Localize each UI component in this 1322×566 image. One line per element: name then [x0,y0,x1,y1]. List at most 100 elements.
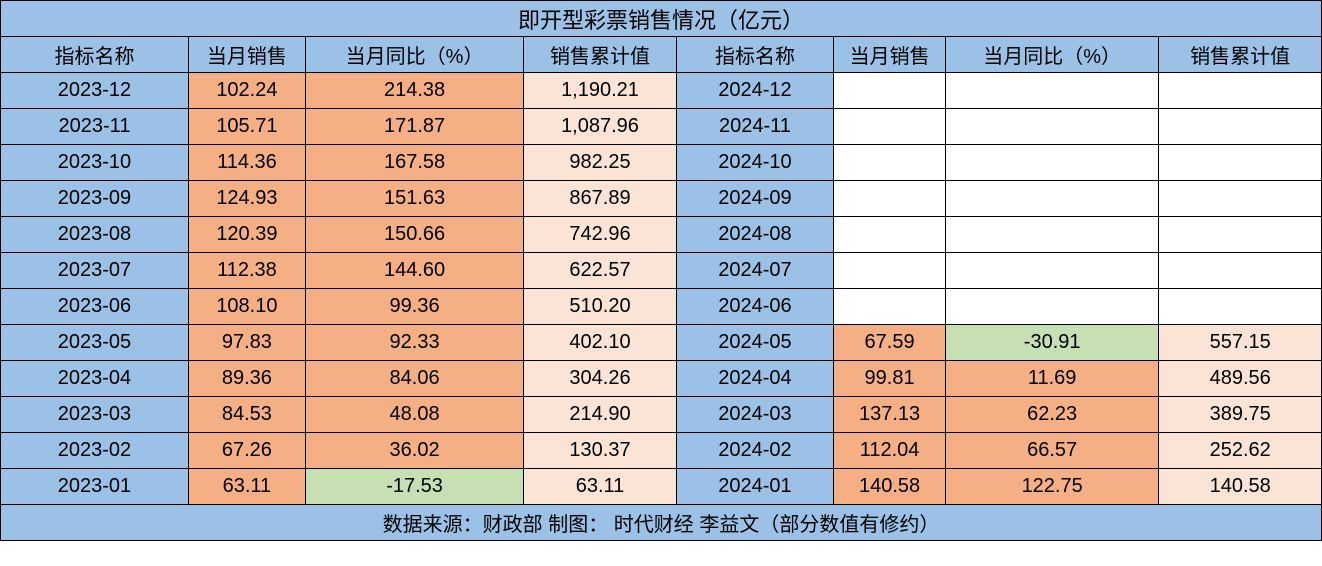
table-cell: 89.36 [188,361,305,397]
table-cell: 92.33 [305,325,523,361]
table-cell [945,145,1158,181]
table-cell [945,181,1158,217]
table-row: 2023-0597.8392.33402.102024-0567.59-30.9… [1,325,1322,361]
table-cell: 140.58 [834,469,946,505]
table-row: 2023-0384.5348.08214.902024-03137.1362.2… [1,397,1322,433]
table-cell: 122.75 [945,469,1158,505]
table-cell: 2024-08 [676,217,834,253]
table-title: 即开型彩票销售情况（亿元） [1,1,1322,37]
header-cell: 当月同比（%） [945,37,1158,73]
table-cell: 62.23 [945,397,1158,433]
table-cell: 2023-06 [1,289,189,325]
table-cell: 2024-07 [676,253,834,289]
table-cell: 2024-04 [676,361,834,397]
table-row: 2023-07112.38144.60622.572024-07 [1,253,1322,289]
table-cell [945,73,1158,109]
table-row: 2023-0163.11-17.5363.112024-01140.58122.… [1,469,1322,505]
table-cell [834,145,946,181]
footer-row: 数据来源：财政部 制图： 时代财经 李益文（部分数值有修约） [1,505,1322,541]
table-cell: 171.87 [305,109,523,145]
table-cell: 2023-10 [1,145,189,181]
table-cell: 2024-03 [676,397,834,433]
table-cell: 2024-09 [676,181,834,217]
header-cell: 指标名称 [676,37,834,73]
table-body: 即开型彩票销售情况（亿元） 指标名称 当月销售 当月同比（%） 销售累计值 指标… [1,1,1322,541]
table-cell [1159,253,1322,289]
table-cell: 63.11 [188,469,305,505]
table-cell: 84.53 [188,397,305,433]
table-cell [834,289,946,325]
table-cell [1159,145,1322,181]
table-cell: 2024-01 [676,469,834,505]
table-cell: 2024-12 [676,73,834,109]
header-cell: 销售累计值 [524,37,676,73]
table-cell: 150.66 [305,217,523,253]
table-cell [1159,181,1322,217]
table-cell [1159,217,1322,253]
table-cell: 99.81 [834,361,946,397]
table-cell: 510.20 [524,289,676,325]
table-cell [834,109,946,145]
header-row: 指标名称 当月销售 当月同比（%） 销售累计值 指标名称 当月销售 当月同比（%… [1,37,1322,73]
header-cell: 当月同比（%） [305,37,523,73]
table-cell: 622.57 [524,253,676,289]
table-container: 即开型彩票销售情况（亿元） 指标名称 当月销售 当月同比（%） 销售累计值 指标… [0,0,1322,541]
table-cell [945,109,1158,145]
table-cell: 140.58 [1159,469,1322,505]
table-row: 2023-10114.36167.58982.252024-10 [1,145,1322,181]
table-cell: 252.62 [1159,433,1322,469]
table-cell: 84.06 [305,361,523,397]
table-cell: 124.93 [188,181,305,217]
table-cell: 2023-04 [1,361,189,397]
table-cell: 120.39 [188,217,305,253]
table-cell: 982.25 [524,145,676,181]
table-cell: 114.36 [188,145,305,181]
table-cell: 304.26 [524,361,676,397]
table-cell [834,253,946,289]
sales-table: 即开型彩票销售情况（亿元） 指标名称 当月销售 当月同比（%） 销售累计值 指标… [0,0,1322,541]
table-cell: 108.10 [188,289,305,325]
table-cell [1159,109,1322,145]
table-cell: 36.02 [305,433,523,469]
table-cell: 2024-06 [676,289,834,325]
table-cell: 167.58 [305,145,523,181]
table-cell: 2023-08 [1,217,189,253]
table-row: 2023-11105.71171.871,087.962024-11 [1,109,1322,145]
table-cell: 1,087.96 [524,109,676,145]
table-cell [945,289,1158,325]
table-cell: 867.89 [524,181,676,217]
table-cell: 137.13 [834,397,946,433]
table-cell: 2023-01 [1,469,189,505]
table-footer: 数据来源：财政部 制图： 时代财经 李益文（部分数值有修约） [1,505,1322,541]
table-cell: 2023-02 [1,433,189,469]
table-cell: 402.10 [524,325,676,361]
table-cell: 112.38 [188,253,305,289]
table-cell: 11.69 [945,361,1158,397]
table-cell: 67.26 [188,433,305,469]
table-cell: 144.60 [305,253,523,289]
table-cell: 130.37 [524,433,676,469]
table-row: 2023-06108.1099.36510.202024-06 [1,289,1322,325]
table-cell [834,181,946,217]
table-cell: 2023-03 [1,397,189,433]
table-cell: 2023-05 [1,325,189,361]
table-row: 2023-12102.24214.381,190.212024-12 [1,73,1322,109]
table-cell: 2024-05 [676,325,834,361]
table-cell: 102.24 [188,73,305,109]
table-cell: -30.91 [945,325,1158,361]
table-row: 2023-08120.39150.66742.962024-08 [1,217,1322,253]
table-cell: -17.53 [305,469,523,505]
table-row: 2023-0267.2636.02130.372024-02112.0466.5… [1,433,1322,469]
table-cell: 2024-11 [676,109,834,145]
table-row: 2023-0489.3684.06304.262024-0499.8111.69… [1,361,1322,397]
table-cell: 105.71 [188,109,305,145]
title-row: 即开型彩票销售情况（亿元） [1,1,1322,37]
table-cell: 2024-02 [676,433,834,469]
table-cell: 63.11 [524,469,676,505]
table-cell [1159,73,1322,109]
table-cell: 67.59 [834,325,946,361]
table-cell [945,253,1158,289]
table-cell [834,217,946,253]
header-cell: 销售累计值 [1159,37,1322,73]
table-cell: 557.15 [1159,325,1322,361]
